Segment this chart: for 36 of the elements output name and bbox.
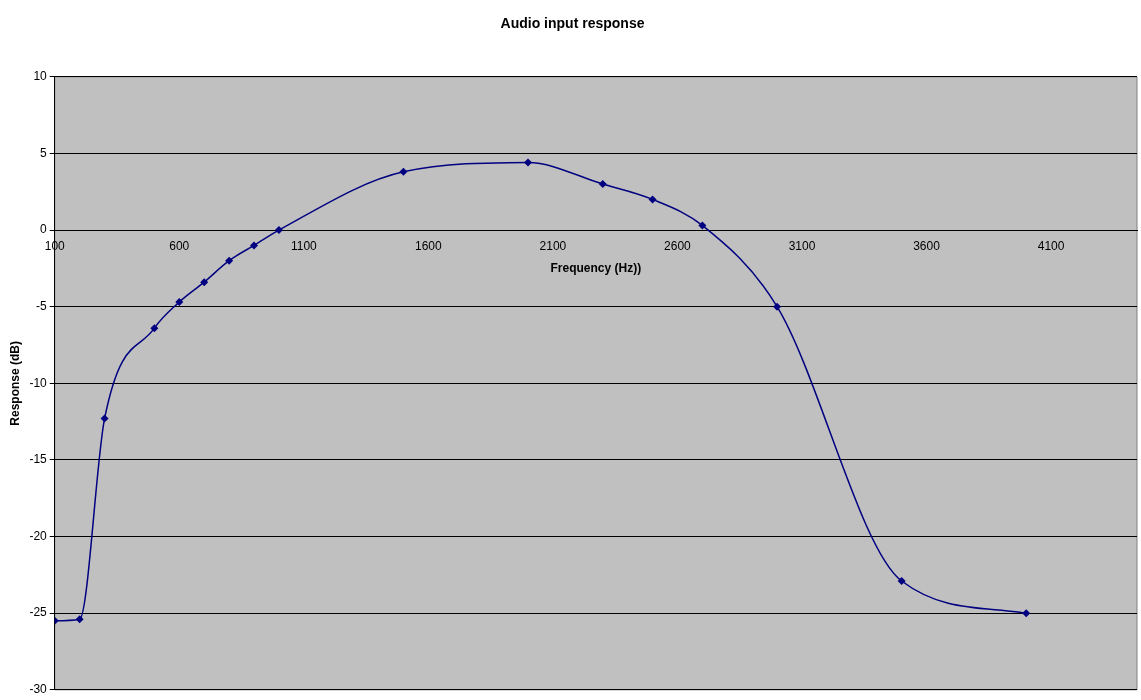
point	[75, 615, 84, 624]
point	[399, 167, 408, 176]
point	[150, 324, 159, 333]
point	[648, 195, 657, 204]
y-tick-label: 5	[40, 145, 48, 160]
x-tick-label: 1100	[290, 238, 318, 253]
y-tick-label: -5	[36, 298, 48, 313]
point	[225, 256, 234, 265]
point	[200, 278, 209, 287]
x-tick-label: 4100	[1037, 238, 1065, 253]
point	[524, 158, 532, 167]
point	[897, 576, 906, 585]
y-tick-label: 0	[40, 222, 48, 237]
point	[274, 226, 283, 235]
x-tick-label: 3600	[913, 238, 941, 253]
y-tick-label: -15	[29, 452, 48, 467]
point	[773, 302, 782, 311]
x-tick-label: 600	[169, 238, 190, 253]
y-tick-label: -10	[29, 375, 48, 390]
point	[698, 221, 707, 230]
point	[1022, 609, 1031, 618]
x-tick-label: 1600	[415, 238, 443, 253]
point	[100, 414, 109, 423]
x-tick-label: 2600	[664, 238, 692, 253]
y-tick-label: -20	[29, 528, 48, 543]
point	[250, 241, 259, 250]
y-tick-label: -30	[29, 682, 48, 697]
y-axis-title: Response (dB)	[7, 340, 22, 426]
x-tick-label: 2100	[539, 238, 567, 253]
y-tick-label: 10	[33, 69, 48, 84]
y-tick-label: -25	[29, 605, 48, 620]
chart-title: Audio input response	[500, 15, 645, 32]
x-axis-title: Frequency (Hz))	[550, 260, 642, 275]
point	[598, 180, 607, 189]
x-tick-label: 3100	[788, 238, 816, 253]
point	[175, 298, 184, 307]
